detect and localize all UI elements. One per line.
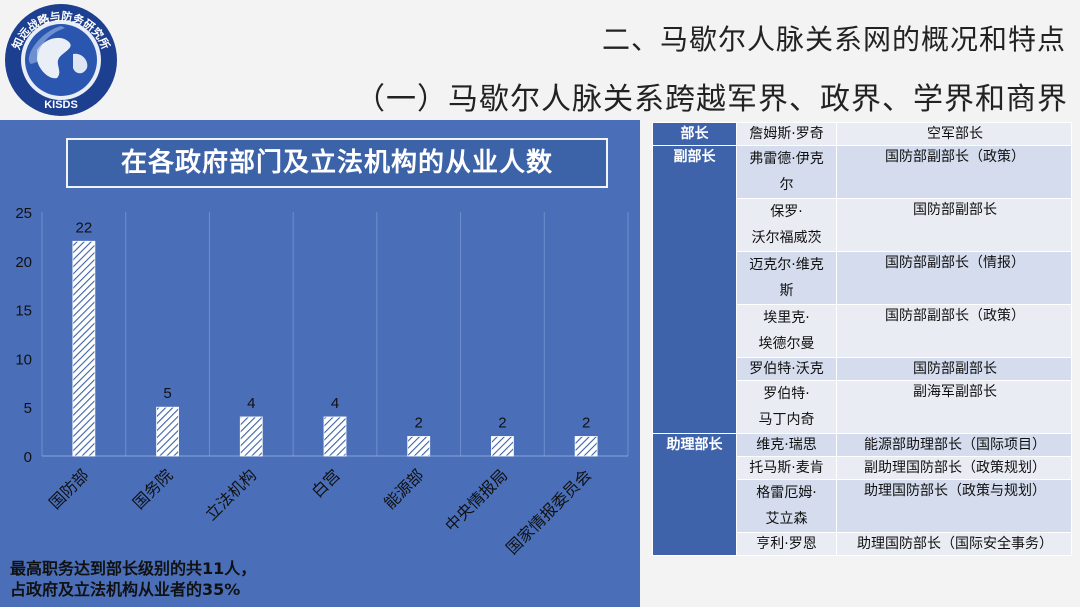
bar bbox=[491, 436, 514, 457]
bar bbox=[156, 406, 179, 457]
category-cell: 部长 bbox=[652, 122, 737, 146]
table-row: 部长 詹姆斯·罗奇 空军部长 bbox=[652, 122, 1072, 146]
y-tick-label: 15 bbox=[15, 303, 32, 320]
bar bbox=[72, 240, 96, 457]
category-label: 中央情报局 bbox=[441, 465, 511, 535]
position-cell: 空军部长 bbox=[836, 122, 1072, 146]
y-tick-label: 25 bbox=[15, 205, 32, 222]
name-line: 沃尔福威茨 bbox=[751, 230, 822, 246]
name-line: 维克·瑞思 bbox=[756, 437, 817, 453]
logo-acronym: KISDS bbox=[44, 99, 78, 111]
name-cell: 格雷厄姆· 艾立森 bbox=[736, 479, 837, 533]
data-label: 5 bbox=[163, 385, 171, 402]
officials-table: 部长 詹姆斯·罗奇 空军部长 副部长 弗雷德·伊克尔国防部副部长（政策） 保罗· 沃尔福威茨… bbox=[652, 122, 1072, 556]
category-cell: 助理部长 bbox=[652, 433, 737, 556]
name-cell: 保罗· 沃尔福威茨 bbox=[736, 198, 837, 252]
name-line: 詹姆斯·罗奇 bbox=[749, 126, 824, 142]
table-row: 迈克尔·维克斯国防部副部长（情报） bbox=[653, 251, 1072, 305]
name-line: 亨利·罗恩 bbox=[756, 536, 817, 552]
bar bbox=[407, 436, 431, 457]
table-row: 罗伯特·沃克 国防部副部长 bbox=[653, 357, 1072, 381]
name-cell: 埃里克· 埃德尔曼 bbox=[736, 304, 837, 358]
name-line: 罗伯特·沃克 bbox=[749, 361, 824, 377]
name-cell: 迈克尔·维克斯 bbox=[736, 251, 837, 305]
name-line: 斯 bbox=[779, 283, 794, 299]
section-title: 二、马歇尔人脉关系网的概况和特点 bbox=[601, 23, 1066, 56]
y-tick-label: 20 bbox=[15, 254, 32, 271]
name-cell: 亨利·罗恩 bbox=[736, 532, 837, 556]
position-cell: 国防部副部长（情报） bbox=[836, 251, 1072, 305]
position-cell: 国防部副部长 bbox=[836, 198, 1072, 252]
data-label: 2 bbox=[582, 414, 590, 431]
name-cell: 罗伯特·沃克 bbox=[736, 357, 837, 381]
name-line: 埃里克· bbox=[763, 310, 810, 326]
category-label: 白宫 bbox=[308, 465, 344, 501]
y-tick-label: 5 bbox=[24, 400, 32, 417]
y-tick-label: 0 bbox=[24, 449, 32, 466]
table-row: 亨利·罗恩 助理国防部长（国际安全事务） bbox=[653, 532, 1072, 556]
name-line: 马丁内奇 bbox=[758, 412, 815, 428]
name-cell: 詹姆斯·罗奇 bbox=[736, 122, 837, 146]
table-row: 副部长 弗雷德·伊克尔国防部副部长（政策） bbox=[652, 145, 1072, 434]
bar bbox=[574, 436, 598, 457]
data-label: 2 bbox=[415, 414, 423, 431]
y-tick-label: 10 bbox=[15, 351, 32, 368]
category-label: 国防部 bbox=[45, 465, 92, 512]
name-line: 迈克尔·维克 bbox=[749, 257, 824, 273]
category-label: 国务院 bbox=[129, 465, 176, 512]
name-cell: 维克·瑞思 bbox=[736, 433, 837, 457]
summary-note-line2: 占政府及立法机构从业者的35% bbox=[10, 580, 241, 599]
table-row: 助理部长 维克·瑞思 能源部助理部长（国际项目） bbox=[652, 433, 1072, 556]
name-line: 尔 bbox=[779, 177, 794, 193]
chart-panel: 0 5 10 15 20 25 22 国防部 5 国务院 4 立法机构 4 白宫 2 能源部 2 中央情报局 2 国家… bbox=[0, 120, 640, 607]
name-cell: 罗伯特· 马丁内奇 bbox=[736, 380, 837, 434]
table-row: 托马斯·麦肯 副助理国防部长（政策规划） bbox=[653, 456, 1072, 480]
position-cell: 副海军副部长 bbox=[836, 380, 1072, 434]
position-cell: 助理国防部长（政策与规划） bbox=[836, 479, 1072, 533]
name-line: 艾立森 bbox=[765, 511, 808, 527]
summary-note: 最高职务达到部长级别的共11人， 占政府及立法机构从业者的35% bbox=[10, 558, 256, 600]
data-label: 2 bbox=[498, 414, 506, 431]
category-label: 能源部 bbox=[380, 465, 427, 512]
category-label: 国家情报委员会 bbox=[502, 465, 595, 558]
name-line: 托马斯·麦肯 bbox=[749, 460, 824, 476]
position-cell: 国防部副部长（政策） bbox=[836, 304, 1072, 358]
bar bbox=[323, 416, 347, 457]
data-label: 4 bbox=[247, 395, 255, 412]
kisds-logo: KISDS 知远战略与防务研究所 bbox=[5, 4, 117, 116]
bar-chart: 0 5 10 15 20 25 22 国防部 5 国务院 4 立法机构 4 白宫 2 能源部 2 中央情报局 2 国家… bbox=[15, 205, 629, 558]
category-label: 立法机构 bbox=[201, 465, 260, 524]
position-cell: 国防部副部长（政策） bbox=[836, 145, 1072, 199]
position-cell: 助理国防部长（国际安全事务） bbox=[836, 532, 1072, 556]
name-line: 格雷厄姆· bbox=[756, 485, 817, 501]
officials-table-wrap: 部长 詹姆斯·罗奇 空军部长 副部长 弗雷德·伊克尔国防部副部长（政策） 保罗· 沃尔福威茨… bbox=[652, 122, 1072, 562]
position-cell: 国防部副部长 bbox=[836, 357, 1072, 381]
bar bbox=[239, 416, 263, 457]
name-line: 弗雷德·伊克 bbox=[749, 151, 824, 167]
summary-note-line1: 最高职务达到部长级别的共11人， bbox=[10, 559, 257, 578]
subsection-title: （一）马歇尔人脉关系跨越军界、政界、学界和商界 bbox=[355, 82, 1068, 117]
name-cell: 托马斯·麦肯 bbox=[736, 456, 837, 480]
table-row: 罗伯特· 马丁内奇 副海军副部长 bbox=[653, 380, 1072, 434]
position-cell: 能源部助理部长（国际项目） bbox=[836, 433, 1072, 457]
name-line: 埃德尔曼 bbox=[758, 336, 815, 352]
category-cell: 副部长 bbox=[652, 145, 737, 434]
position-cell: 副助理国防部长（政策规划） bbox=[836, 456, 1072, 480]
name-cell: 弗雷德·伊克尔 bbox=[736, 145, 837, 199]
data-label: 22 bbox=[76, 219, 93, 236]
name-line: 罗伯特· bbox=[763, 386, 810, 402]
data-label: 4 bbox=[331, 395, 339, 412]
chart-title: 在各政府部门及立法机构的从业人数 bbox=[66, 138, 608, 188]
name-line: 保罗· bbox=[770, 204, 803, 220]
table-row: 保罗· 沃尔福威茨 国防部副部长 bbox=[653, 198, 1072, 252]
